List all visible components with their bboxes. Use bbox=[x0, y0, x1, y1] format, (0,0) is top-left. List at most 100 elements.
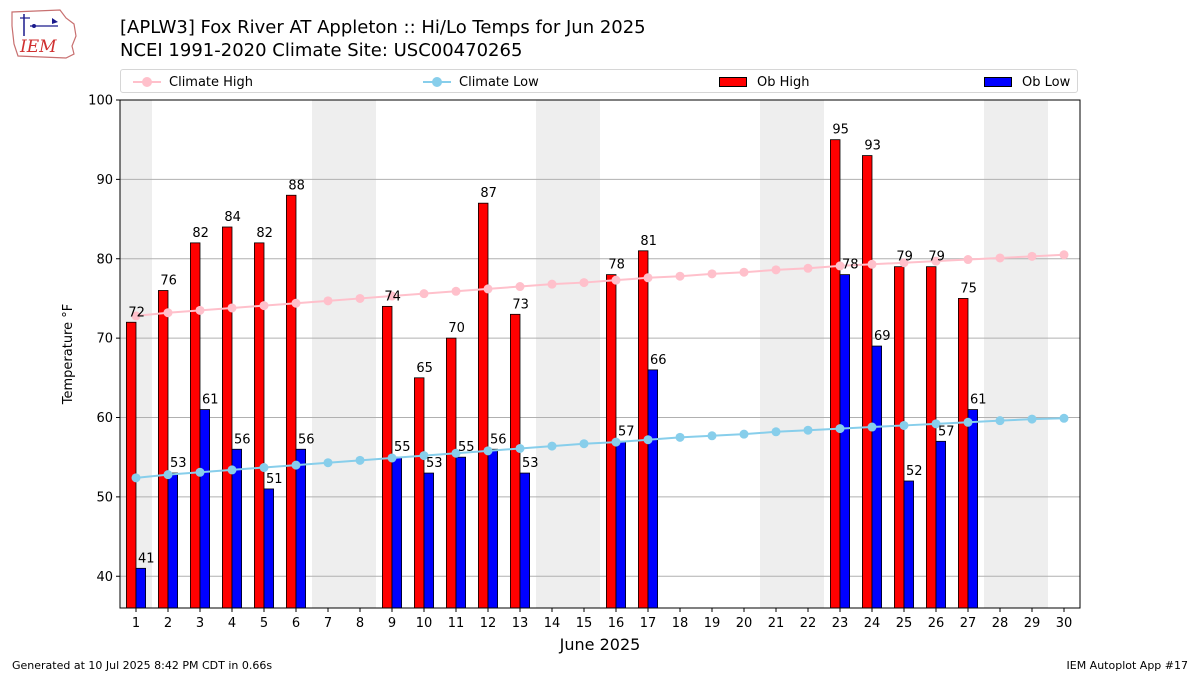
x-tick-label: 29 bbox=[1024, 616, 1041, 631]
y-tick-label: 60 bbox=[96, 411, 113, 426]
climate-high-point bbox=[451, 286, 461, 296]
weekend-shade bbox=[312, 100, 376, 608]
climate-low-point bbox=[611, 437, 621, 447]
climate-high-point bbox=[835, 261, 845, 271]
ob-high-bar bbox=[189, 242, 201, 609]
ob-low-bar bbox=[263, 488, 275, 609]
ob-high-bar bbox=[894, 266, 905, 609]
climate-high-point bbox=[195, 305, 205, 315]
x-tick-label: 30 bbox=[1056, 616, 1073, 631]
legend-label-climate-high: Climate High bbox=[169, 74, 254, 90]
climate-high-point bbox=[163, 308, 173, 318]
climate-low-point bbox=[419, 451, 429, 461]
x-tick-label: 13 bbox=[512, 616, 529, 631]
legend-item-climate-low: Climate Low bbox=[423, 73, 539, 91]
weekend-shade bbox=[760, 100, 824, 608]
x-axis-title: June 2025 bbox=[559, 635, 641, 654]
climate-high-point bbox=[387, 291, 397, 301]
legend-item-ob-low: Ob Low bbox=[984, 73, 1070, 91]
ob-high-bar bbox=[477, 202, 489, 609]
y-tick-label: 90 bbox=[96, 173, 113, 188]
ob-low-value-label: 61 bbox=[202, 393, 219, 408]
climate-high-point bbox=[611, 275, 621, 285]
climate-high-point bbox=[931, 256, 941, 266]
ob-low-value-label: 66 bbox=[650, 353, 667, 368]
climate-low-point bbox=[323, 458, 333, 468]
ob-low-value-label: 53 bbox=[426, 456, 443, 471]
ob-low-bar bbox=[455, 456, 467, 609]
ob-high-value-label: 79 bbox=[928, 250, 945, 265]
climate-high-swatch bbox=[133, 73, 161, 91]
climate-low-point bbox=[227, 465, 237, 475]
ob-low-bar bbox=[871, 345, 883, 609]
climate-high-point bbox=[707, 269, 717, 279]
climate-low-point bbox=[355, 455, 365, 465]
x-tick-label: 9 bbox=[388, 616, 396, 631]
ob-low-bar bbox=[967, 409, 979, 609]
climate-low-point bbox=[131, 473, 141, 483]
climate-high-point bbox=[131, 311, 141, 321]
ob-high-value-label: 95 bbox=[832, 123, 849, 138]
climate-low-point bbox=[483, 446, 493, 456]
ob-low-value-label: 55 bbox=[458, 440, 475, 455]
ob-high-bar bbox=[445, 337, 457, 609]
ob-high-value-label: 87 bbox=[480, 186, 497, 201]
x-tick-label: 25 bbox=[896, 616, 913, 631]
climate-low-point bbox=[547, 441, 557, 451]
ob-low-value-label: 51 bbox=[266, 472, 283, 487]
ob-high-bar bbox=[221, 226, 233, 609]
x-tick-label: 28 bbox=[992, 616, 1009, 631]
climate-low-point bbox=[1027, 414, 1037, 424]
climate-low-point bbox=[195, 467, 205, 477]
x-tick-label: 12 bbox=[480, 616, 497, 631]
ob-high-value-label: 70 bbox=[448, 321, 465, 336]
climate-low-point bbox=[1059, 413, 1069, 423]
x-tick-label: 14 bbox=[544, 616, 561, 631]
x-tick-label: 24 bbox=[864, 616, 881, 631]
ob-low-value-label: 56 bbox=[490, 432, 507, 447]
ob-low-swatch bbox=[984, 77, 1012, 87]
climate-high-point bbox=[1027, 251, 1037, 261]
climate-low-point bbox=[835, 424, 845, 434]
x-tick-label: 6 bbox=[292, 616, 300, 631]
ob-low-bar bbox=[903, 480, 915, 609]
ob-high-swatch bbox=[719, 77, 747, 87]
ob-low-bar bbox=[199, 409, 211, 609]
y-tick-label: 100 bbox=[88, 94, 113, 109]
climate-high-point bbox=[515, 282, 525, 292]
ob-high-value-label: 74 bbox=[384, 289, 401, 304]
ob-low-value-label: 78 bbox=[842, 258, 859, 273]
ob-high-value-label: 79 bbox=[896, 250, 913, 265]
ob-low-value-label: 57 bbox=[618, 424, 635, 439]
x-tick-label: 20 bbox=[736, 616, 753, 631]
x-tick-label: 10 bbox=[416, 616, 433, 631]
ob-high-value-label: 93 bbox=[864, 139, 881, 154]
ob-low-value-label: 57 bbox=[938, 424, 955, 439]
ob-low-value-label: 69 bbox=[874, 329, 891, 344]
climate-high-point bbox=[1059, 250, 1069, 260]
ob-low-value-label: 56 bbox=[298, 432, 315, 447]
ob-high-value-label: 78 bbox=[608, 258, 625, 273]
ob-low-bar bbox=[615, 440, 627, 609]
y-tick-label: 70 bbox=[96, 332, 113, 347]
legend: Climate High Climate Low Ob High Ob Low bbox=[120, 69, 1078, 93]
ob-high-value-label: 88 bbox=[288, 178, 305, 193]
ob-low-bar bbox=[519, 472, 531, 609]
ob-high-bar bbox=[285, 194, 297, 609]
x-tick-label: 4 bbox=[228, 616, 236, 631]
ob-high-value-label: 84 bbox=[224, 210, 241, 225]
weekend-shade bbox=[984, 100, 1048, 608]
climate-high-point bbox=[227, 303, 237, 313]
climate-high-point bbox=[419, 289, 429, 299]
x-tick-label: 16 bbox=[608, 616, 625, 631]
ob-high-bar bbox=[126, 321, 137, 609]
plot-frame bbox=[119, 99, 1081, 609]
climate-high-point bbox=[579, 278, 589, 288]
x-tick-label: 18 bbox=[672, 616, 689, 631]
x-tick-label: 23 bbox=[832, 616, 849, 631]
legend-label-ob-high: Ob High bbox=[757, 74, 810, 90]
climate-low-point bbox=[963, 417, 973, 427]
ob-low-value-label: 55 bbox=[394, 440, 411, 455]
ob-low-value-label: 52 bbox=[906, 464, 923, 479]
